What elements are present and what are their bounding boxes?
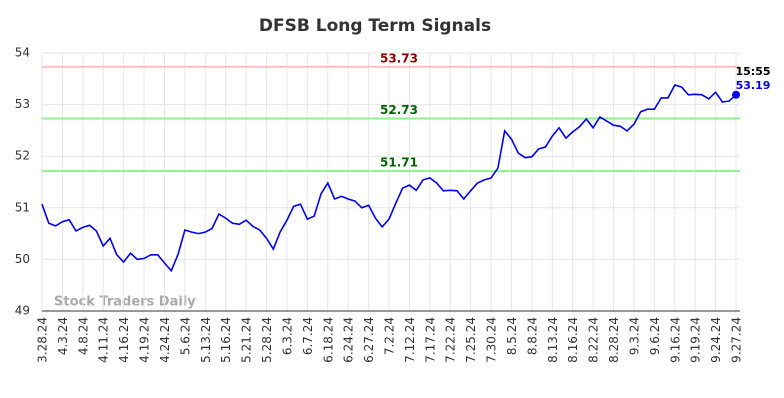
x-tick-label: 5.16.24: [219, 317, 233, 363]
reference-label: 52.73: [380, 103, 418, 117]
last-value: 53.19: [736, 79, 771, 92]
x-tick-label: 7.30.24: [485, 317, 499, 363]
last-time: 15:55: [735, 65, 770, 78]
y-tick-label: 51: [15, 200, 30, 214]
reference-label: 51.71: [380, 156, 418, 170]
x-tick-label: 8.13.24: [546, 317, 560, 363]
x-tick-label: 8.5.24: [505, 317, 519, 355]
x-tick-label: 6.24.24: [342, 317, 356, 363]
chart-title: DFSB Long Term Signals: [259, 16, 491, 36]
y-tick-label: 54: [15, 46, 30, 60]
y-tick-label: 49: [15, 304, 30, 318]
x-tick-label: 4.8.24: [76, 317, 90, 355]
price-line: [41, 84, 737, 273]
x-tick-label: 8.22.24: [587, 317, 601, 363]
last-point: [732, 90, 740, 99]
x-tick-label: 9.27.24: [730, 317, 744, 363]
x-tick-label: 7.22.24: [444, 317, 458, 363]
x-tick-label: 4.16.24: [117, 317, 131, 363]
x-tick-label: 9.3.24: [627, 317, 641, 355]
x-tick-label: 9.19.24: [689, 317, 703, 363]
x-tick-label: 6.3.24: [280, 317, 294, 355]
x-tick-label: 3.28.24: [36, 317, 50, 363]
y-tick-label: 52: [15, 149, 30, 163]
x-tick-label: 9.16.24: [668, 317, 682, 363]
x-tick-label: 8.16.24: [566, 317, 580, 363]
watermark: Stock Traders Daily: [54, 295, 196, 310]
x-tick-label: 9.24.24: [709, 317, 723, 363]
x-tick-label: 6.27.24: [362, 317, 376, 363]
x-tick-label: 4.3.24: [56, 317, 70, 355]
x-tick-label: 6.18.24: [321, 317, 335, 363]
x-tick-label: 7.25.24: [464, 317, 478, 363]
x-tick-label: 4.11.24: [97, 317, 111, 363]
x-tick-label: 8.8.24: [525, 317, 539, 355]
x-tick-label: 4.19.24: [138, 317, 152, 363]
y-tick-label: 53: [15, 97, 30, 111]
x-tick-label: 8.28.24: [607, 317, 621, 363]
x-tick-label: 7.17.24: [423, 317, 437, 363]
x-tick-label: 7.12.24: [403, 317, 417, 363]
reference-label: 53.73: [380, 51, 418, 65]
x-tick-label: 5.21.24: [240, 317, 254, 363]
y-tick-label: 50: [15, 252, 30, 266]
x-tick-label: 5.28.24: [260, 317, 274, 363]
x-tick-label: 6.7.24: [301, 317, 315, 355]
x-tick-label: 4.24.24: [158, 317, 172, 363]
x-tick-label: 7.2.24: [383, 317, 397, 355]
x-tick-label: 5.13.24: [199, 317, 213, 363]
x-tick-label: 9.6.24: [648, 317, 662, 355]
x-tick-label: 5.6.24: [178, 317, 192, 355]
